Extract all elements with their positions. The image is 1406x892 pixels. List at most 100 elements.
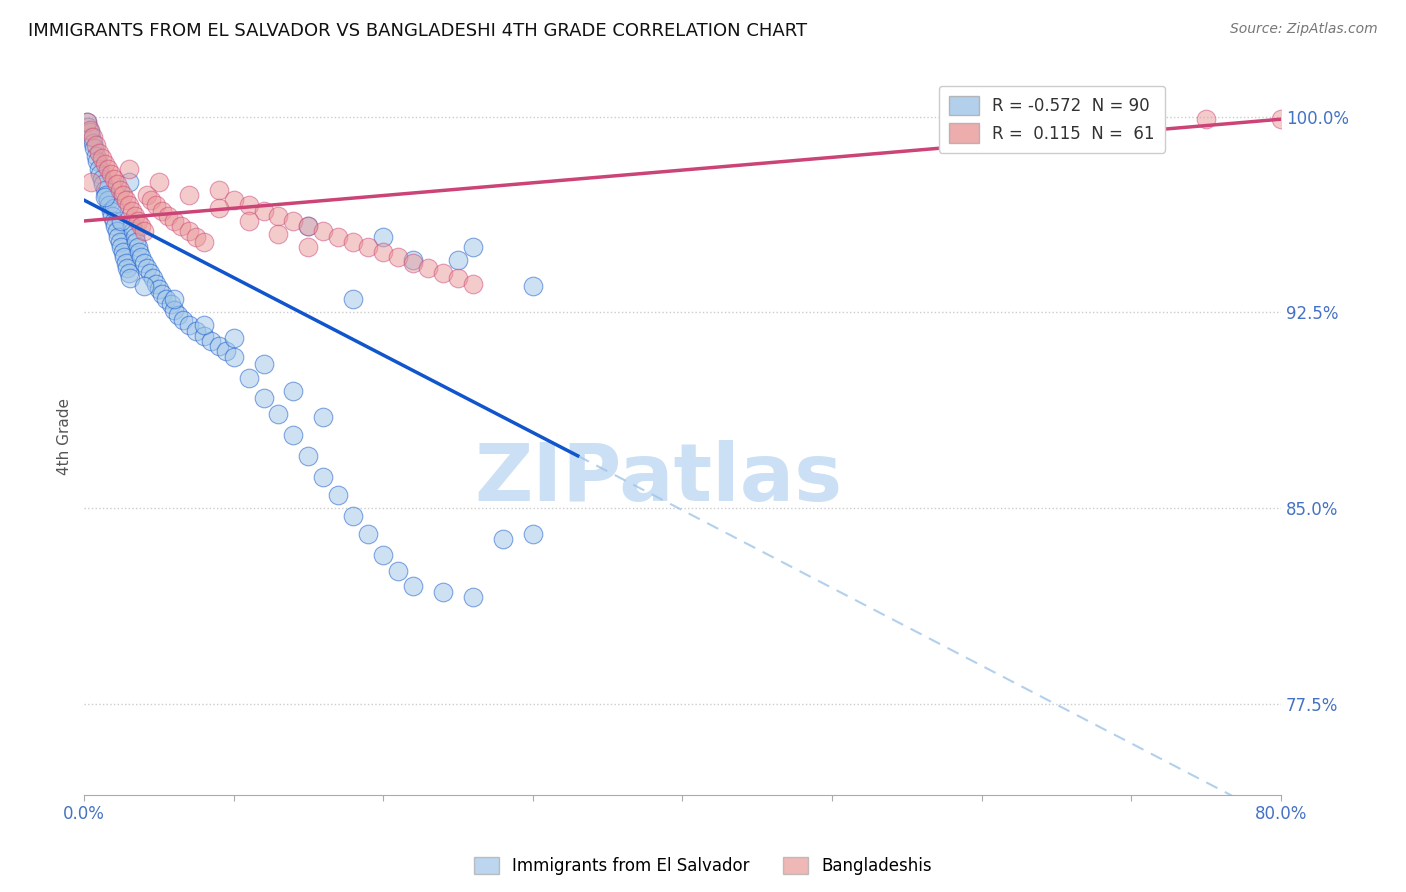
Point <box>80 130 103 145</box>
Point <box>132 279 155 293</box>
Point <box>82 130 104 145</box>
Point <box>1270 112 1292 127</box>
Point <box>252 358 274 372</box>
Point <box>283 214 305 228</box>
Point <box>118 266 141 280</box>
Point <box>177 187 200 202</box>
Point <box>402 253 425 268</box>
Point <box>177 224 200 238</box>
Point <box>328 229 350 244</box>
Point <box>387 564 409 578</box>
Point <box>112 251 135 265</box>
Point <box>87 146 110 161</box>
Point <box>342 235 364 249</box>
Point <box>357 240 380 254</box>
Point <box>156 209 179 223</box>
Point <box>522 279 544 293</box>
Point <box>402 256 425 270</box>
Point <box>461 590 484 604</box>
Point <box>208 339 231 353</box>
Point <box>100 167 122 181</box>
Point <box>200 334 222 348</box>
Point <box>91 152 114 166</box>
Point <box>129 251 152 265</box>
Point <box>186 324 208 338</box>
Point <box>132 256 155 270</box>
Point <box>132 224 155 238</box>
Point <box>103 214 125 228</box>
Point <box>297 449 319 463</box>
Point <box>238 214 260 228</box>
Point <box>94 156 117 170</box>
Point <box>522 527 544 541</box>
Point <box>94 183 117 197</box>
Point <box>159 297 181 311</box>
Point <box>115 193 138 207</box>
Point <box>145 277 167 291</box>
Point <box>108 183 131 197</box>
Point <box>97 161 120 176</box>
Point <box>118 175 141 189</box>
Point <box>416 260 439 275</box>
Point <box>186 229 208 244</box>
Point <box>79 125 101 139</box>
Point <box>142 271 165 285</box>
Point <box>172 313 194 327</box>
Point <box>127 240 149 254</box>
Point <box>150 287 173 301</box>
Point <box>77 120 100 134</box>
Point <box>111 245 134 260</box>
Point <box>145 198 167 212</box>
Point <box>108 235 131 249</box>
Point <box>312 224 335 238</box>
Point <box>115 256 138 270</box>
Point <box>124 209 146 223</box>
Text: Source: ZipAtlas.com: Source: ZipAtlas.com <box>1230 22 1378 37</box>
Point <box>155 292 177 306</box>
Point <box>208 201 231 215</box>
Point <box>105 224 128 238</box>
Point <box>312 469 335 483</box>
Point <box>163 302 186 317</box>
Point <box>970 112 993 127</box>
Point <box>97 193 120 207</box>
Point <box>297 219 319 234</box>
Point <box>193 318 215 333</box>
Point <box>283 428 305 442</box>
Point <box>170 219 193 234</box>
Point <box>105 178 128 192</box>
Point <box>122 224 145 238</box>
Point <box>163 292 186 306</box>
Y-axis label: 4th Grade: 4th Grade <box>58 398 72 475</box>
Point <box>107 229 129 244</box>
Point <box>252 203 274 218</box>
Point <box>267 407 290 421</box>
Point <box>125 235 148 249</box>
Point <box>84 149 107 163</box>
Point <box>387 251 409 265</box>
Point <box>86 153 108 168</box>
Point <box>402 579 425 593</box>
Point <box>141 193 163 207</box>
Point <box>267 209 290 223</box>
Point <box>104 219 127 234</box>
Point <box>76 115 98 129</box>
Point <box>267 227 290 241</box>
Point <box>447 253 470 268</box>
Point <box>461 240 484 254</box>
Point <box>84 138 107 153</box>
Point <box>238 370 260 384</box>
Point <box>1121 112 1143 127</box>
Text: ZIPatlas: ZIPatlas <box>474 441 842 518</box>
Point <box>342 292 364 306</box>
Point <box>121 203 143 218</box>
Point <box>150 203 173 218</box>
Point <box>167 308 190 322</box>
Point <box>461 277 484 291</box>
Point <box>93 178 115 192</box>
Point <box>129 219 152 234</box>
Point <box>357 527 380 541</box>
Point <box>96 187 118 202</box>
Point <box>148 282 170 296</box>
Point <box>238 198 260 212</box>
